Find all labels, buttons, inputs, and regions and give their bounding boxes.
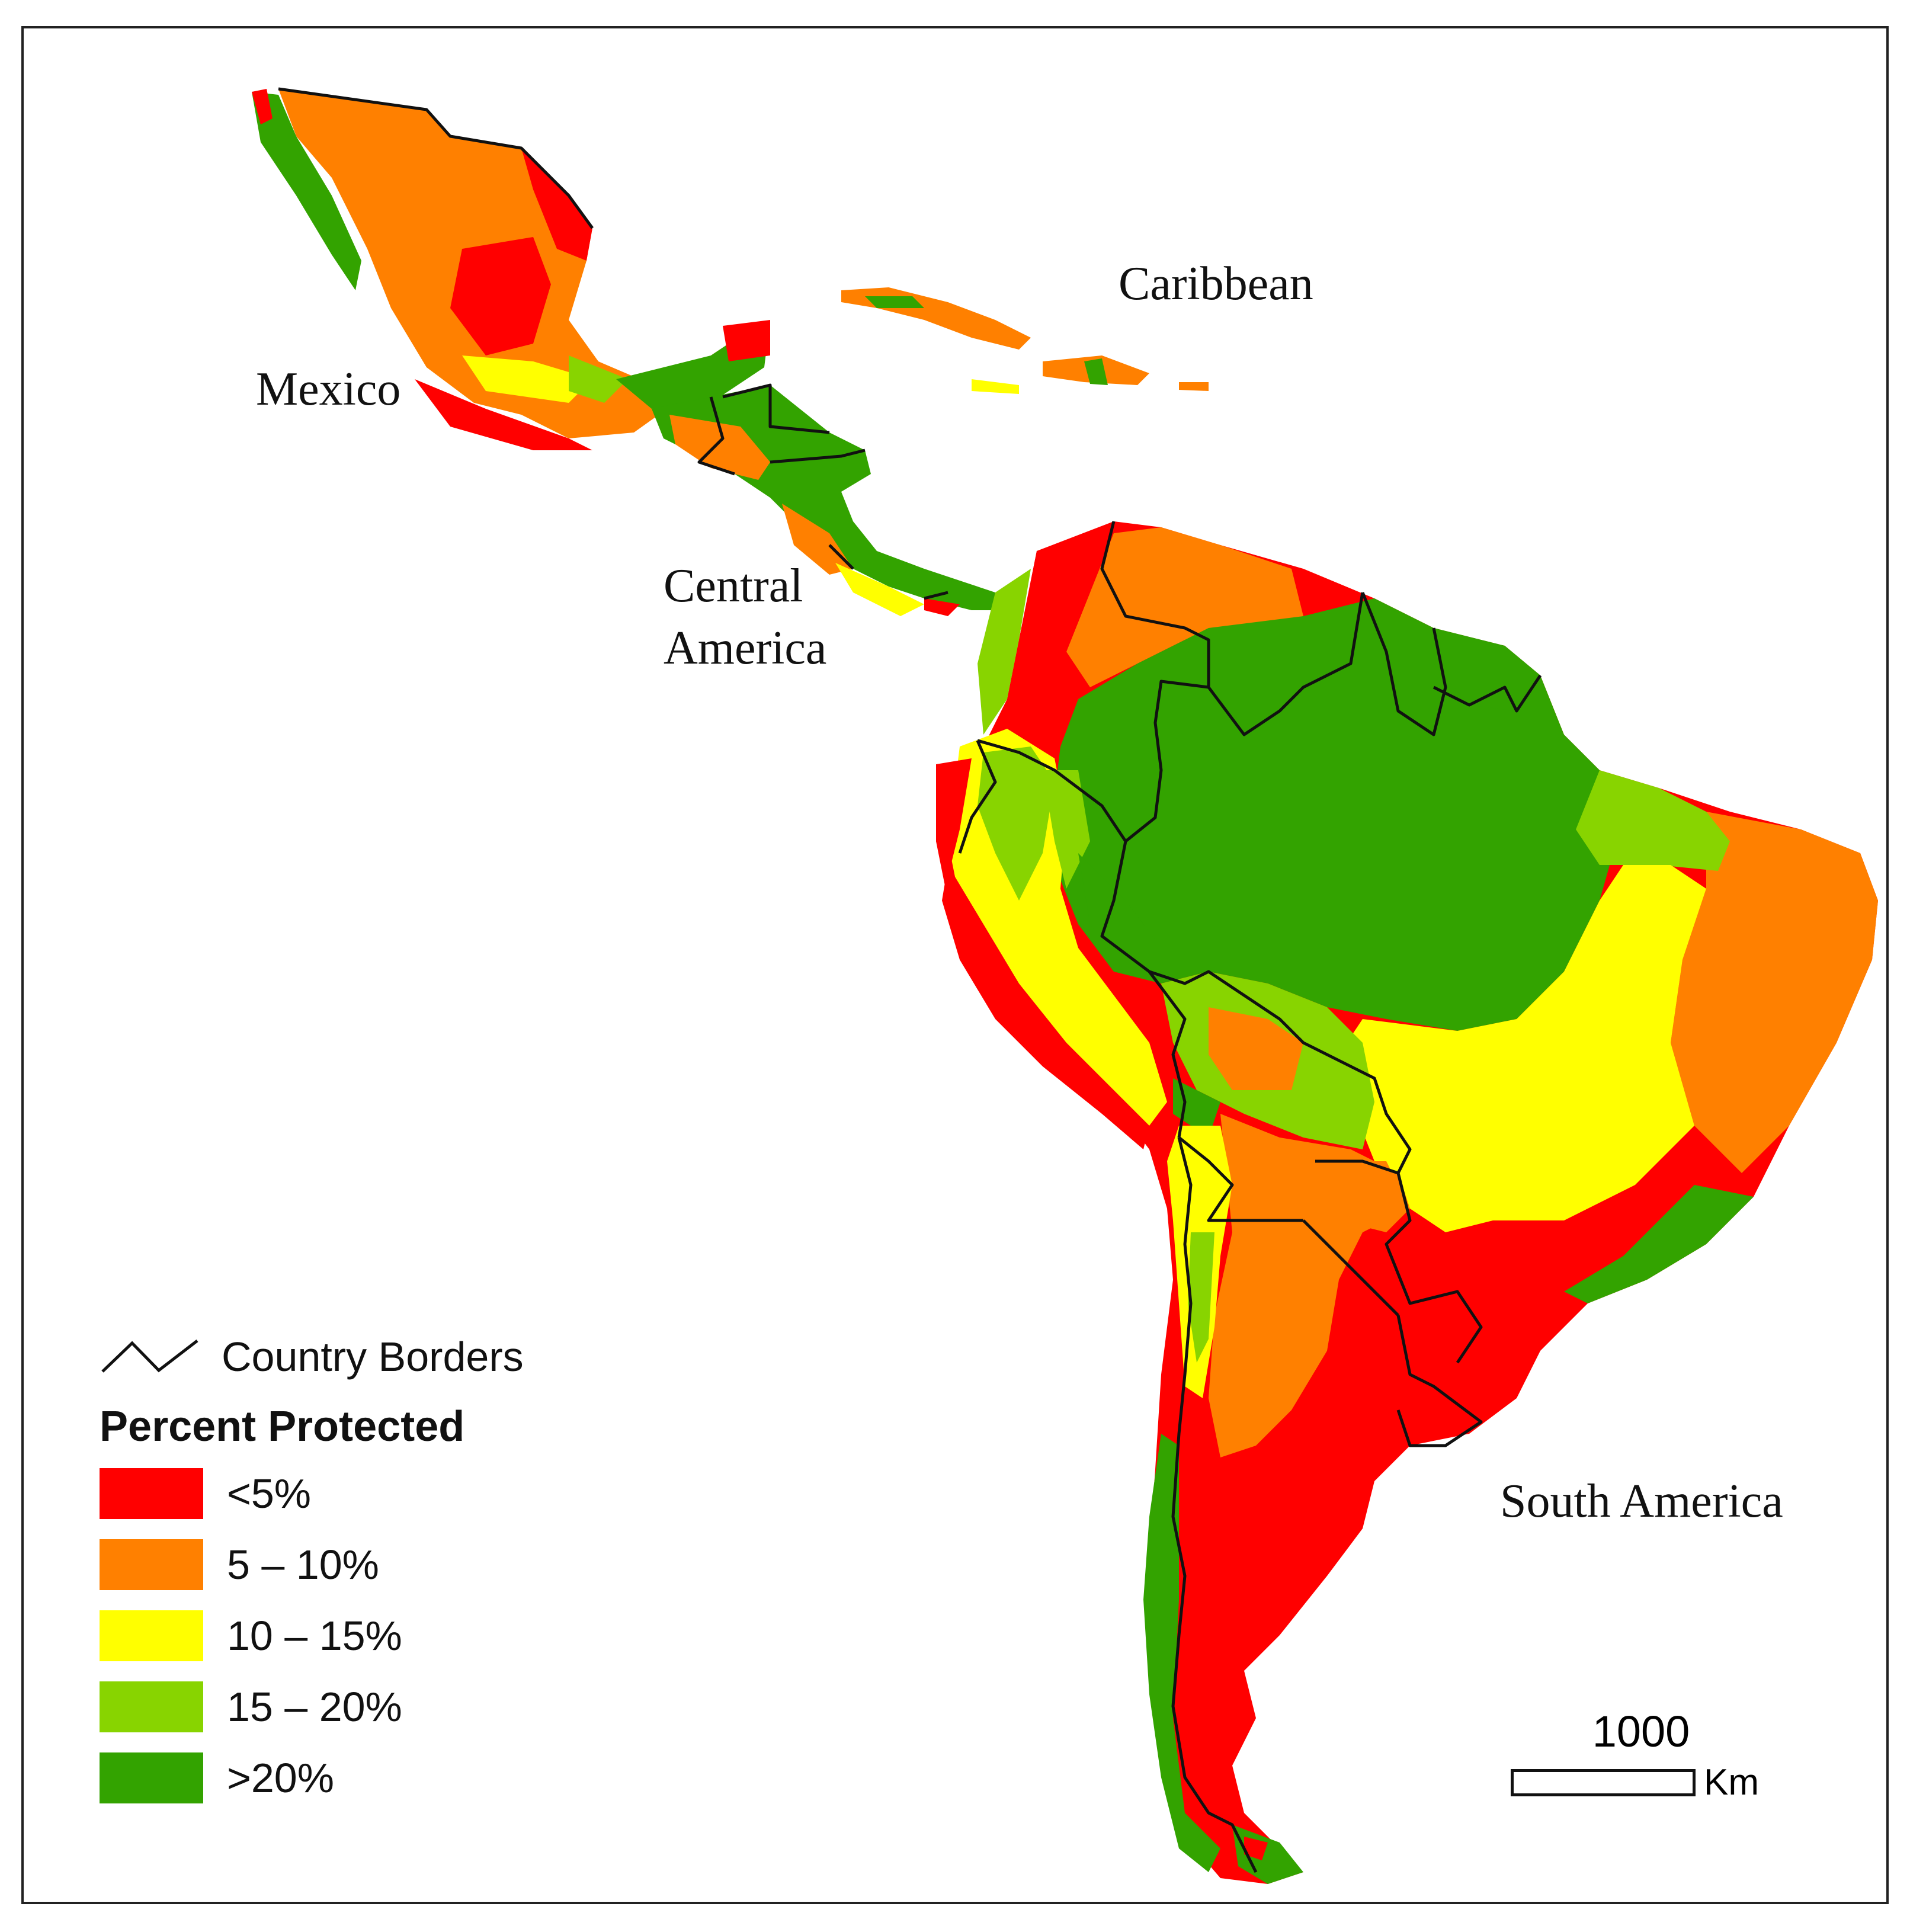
map-legend: Country Borders Percent Protected <5% 5 –…	[100, 1324, 524, 1814]
border-line-icon	[101, 1340, 198, 1373]
central-america-landmass	[652, 385, 1007, 616]
legend-class-label: <5%	[227, 1470, 312, 1517]
legend-swatch	[100, 1468, 203, 1519]
legend-swatch	[100, 1610, 203, 1661]
legend-class-label: >20%	[227, 1755, 334, 1801]
legend-row: >20%	[100, 1742, 524, 1814]
label-south-america: South America	[1500, 1475, 1783, 1527]
scale-bar: 1000 Km	[1511, 1706, 1759, 1803]
label-caribbean: Caribbean	[1119, 258, 1313, 310]
label-central-america-line2: America	[664, 622, 826, 674]
legend-borders-row: Country Borders	[100, 1324, 524, 1389]
legend-row: 15 – 20%	[100, 1671, 524, 1742]
legend-row: 5 – 10%	[100, 1529, 524, 1600]
legend-row: 10 – 15%	[100, 1600, 524, 1671]
caribbean-islands	[841, 287, 1209, 394]
legend-title: Percent Protected	[100, 1403, 465, 1450]
label-mexico: Mexico	[256, 363, 400, 415]
legend-class-label: 5 – 10%	[227, 1542, 379, 1588]
legend-borders-label: Country Borders	[222, 1334, 524, 1380]
label-central-america-line1: Central	[664, 560, 803, 612]
scale-unit: Km	[1704, 1762, 1759, 1803]
legend-row: <5%	[100, 1458, 524, 1529]
country-borders	[278, 87, 1542, 1873]
legend-swatch	[100, 1752, 203, 1803]
legend-class-label: 10 – 15%	[227, 1613, 402, 1659]
legend-swatch	[100, 1681, 203, 1732]
scale-bar-graphic	[1511, 1768, 1696, 1796]
legend-class-label: 15 – 20%	[227, 1684, 402, 1730]
legend-swatch	[100, 1539, 203, 1590]
scale-value: 1000	[1592, 1707, 1690, 1756]
mexico-landmass	[252, 89, 770, 450]
